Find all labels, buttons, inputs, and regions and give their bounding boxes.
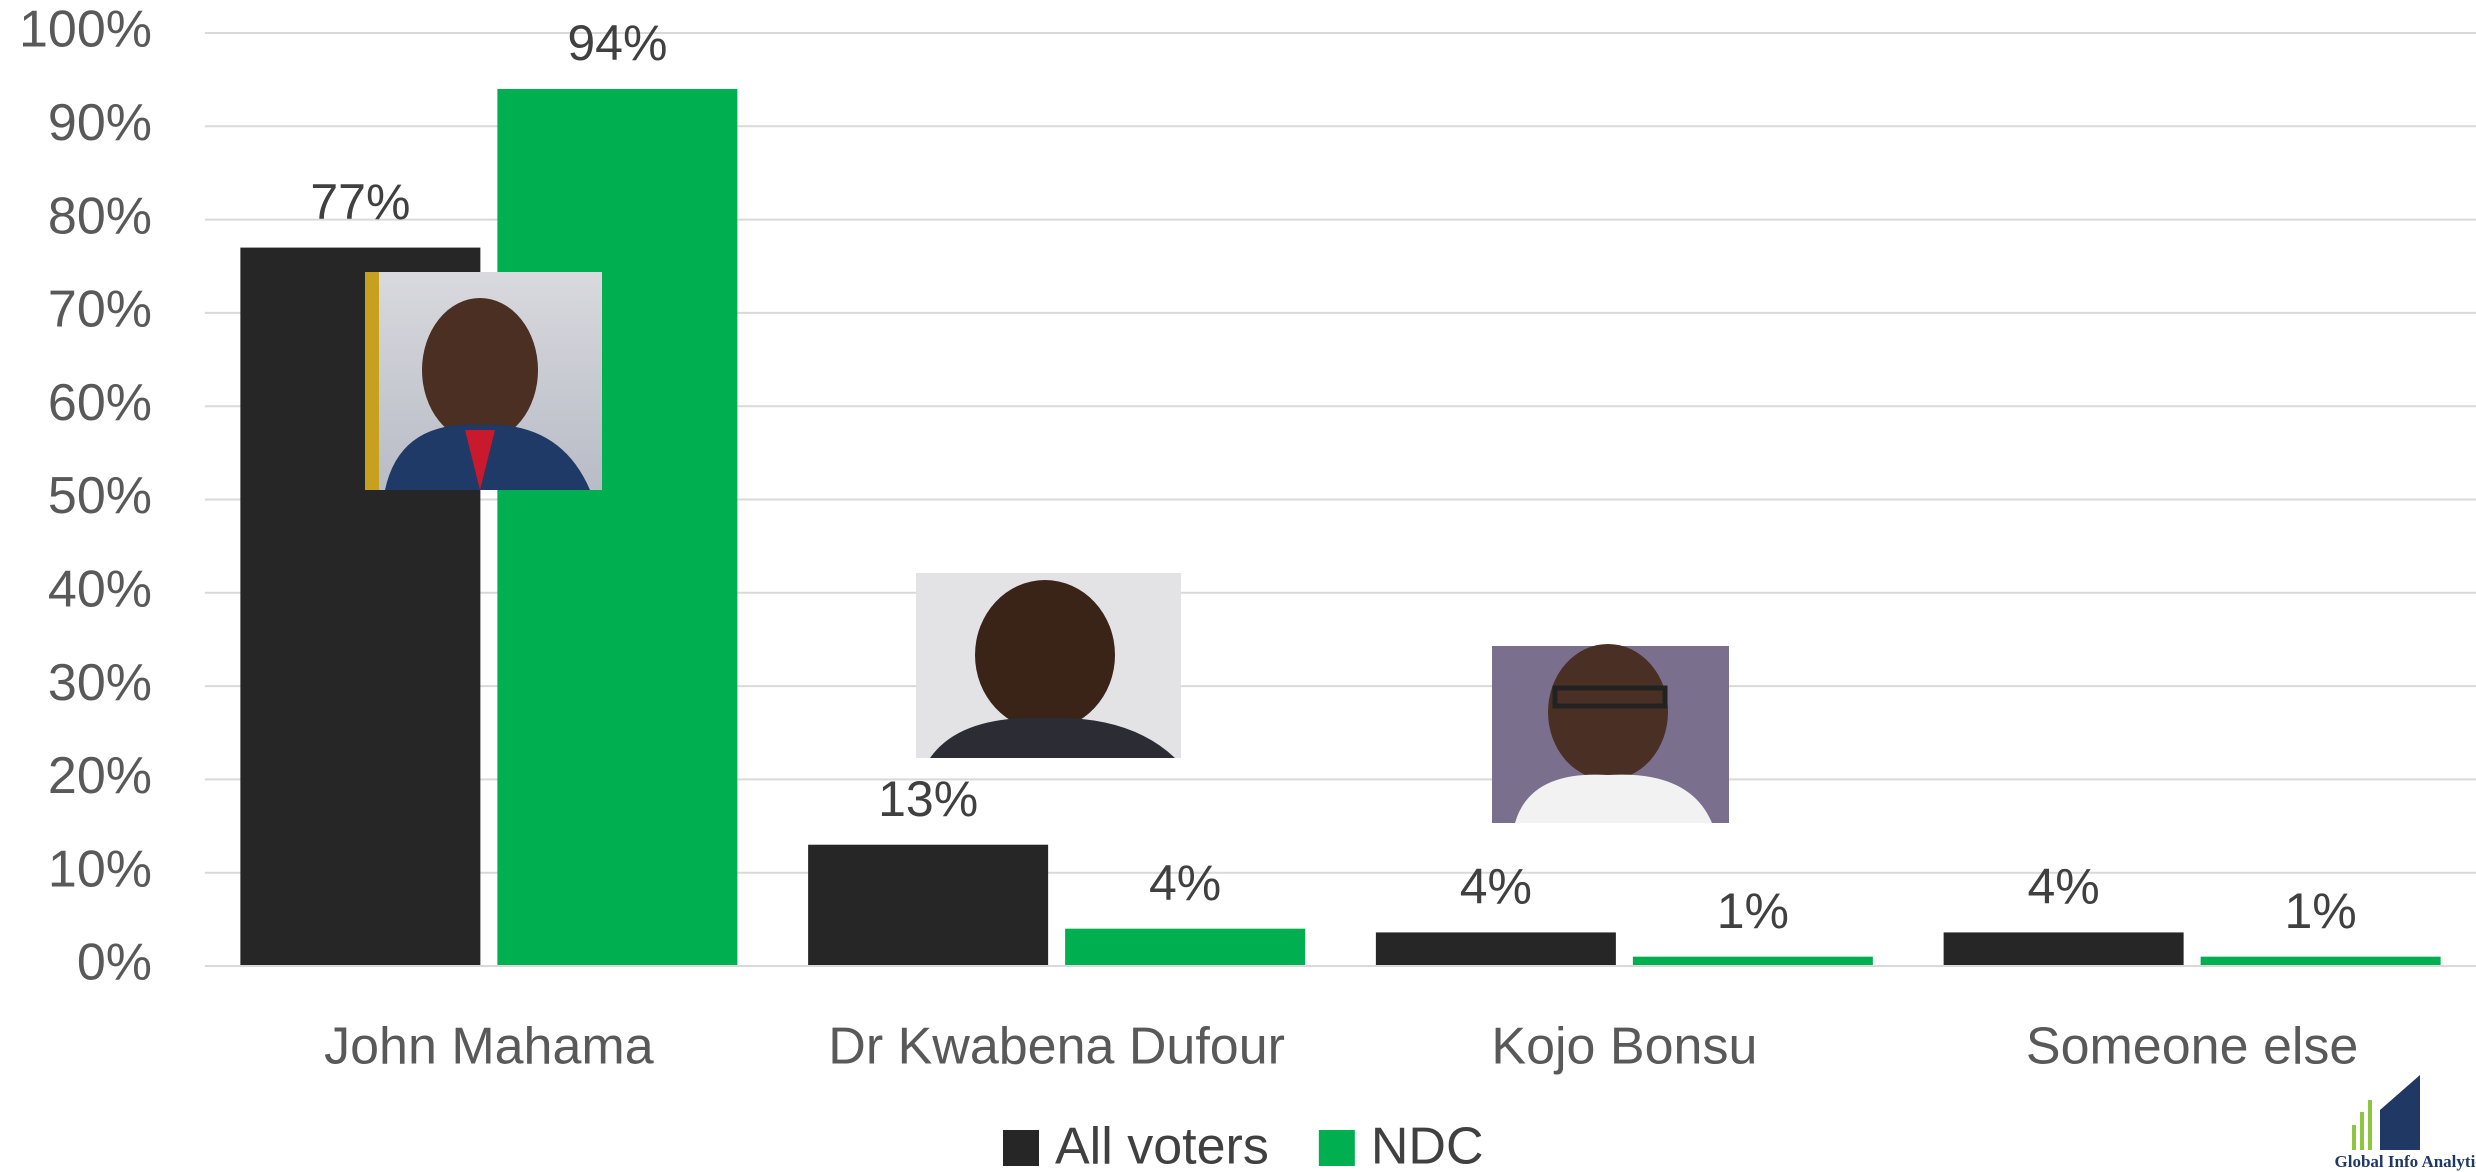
data-label: 94% — [567, 15, 667, 71]
x-tick-label: John Mahama — [324, 1018, 654, 1076]
data-label: 1% — [1717, 883, 1789, 939]
chart: 0% 10% 20% 30% 40% 50% 60% 70% 80% 90% 100% John Ma… — [0, 0, 2476, 1172]
bar — [497, 89, 737, 966]
bar — [1633, 957, 1873, 966]
bar — [808, 845, 1048, 966]
y-tick-label: 0% — [77, 934, 152, 992]
x-tick-label: Kojo Bonsu — [1491, 1018, 1757, 1076]
x-tick-label: Someone else — [2026, 1018, 2358, 1076]
plot-area: 0% 10% 20% 30% 40% 50% 60% 70% 80% 90% 100% John Ma… — [19, 1, 2476, 1076]
bar — [1065, 929, 1305, 966]
y-tick-label: 10% — [48, 840, 152, 898]
data-label: 1% — [2284, 883, 2356, 939]
watermark-logo — [2352, 1075, 2420, 1150]
y-tick-label: 90% — [48, 94, 152, 152]
photo-mahama — [365, 272, 602, 490]
legend-swatch — [1003, 1130, 1039, 1166]
bar — [1944, 932, 2184, 966]
y-tick-label: 50% — [48, 467, 152, 525]
watermark: Global Info Analytics — [2335, 1152, 2476, 1171]
y-tick-label: 60% — [48, 374, 152, 432]
data-label: 4% — [1460, 859, 1532, 915]
data-label: 4% — [1149, 855, 1221, 911]
y-tick-label: 20% — [48, 747, 152, 805]
bar — [2201, 957, 2441, 966]
bar — [1376, 932, 1616, 966]
legend-label: NDC — [1371, 1118, 1484, 1172]
photo-dufour — [916, 573, 1181, 758]
data-label: 77% — [310, 174, 410, 230]
y-tick-label: 40% — [48, 561, 152, 619]
legend-swatch — [1319, 1130, 1355, 1166]
y-tick-label: 100% — [19, 1, 152, 59]
y-tick-label: 80% — [48, 187, 152, 245]
photo-bonsu — [1492, 644, 1729, 823]
y-tick-label: 30% — [48, 654, 152, 712]
data-label: 4% — [2027, 859, 2099, 915]
data-label: 13% — [878, 771, 978, 827]
legend-label: All voters — [1055, 1118, 1269, 1172]
x-tick-label: Dr Kwabena Dufour — [828, 1018, 1285, 1076]
y-tick-label: 70% — [48, 281, 152, 339]
